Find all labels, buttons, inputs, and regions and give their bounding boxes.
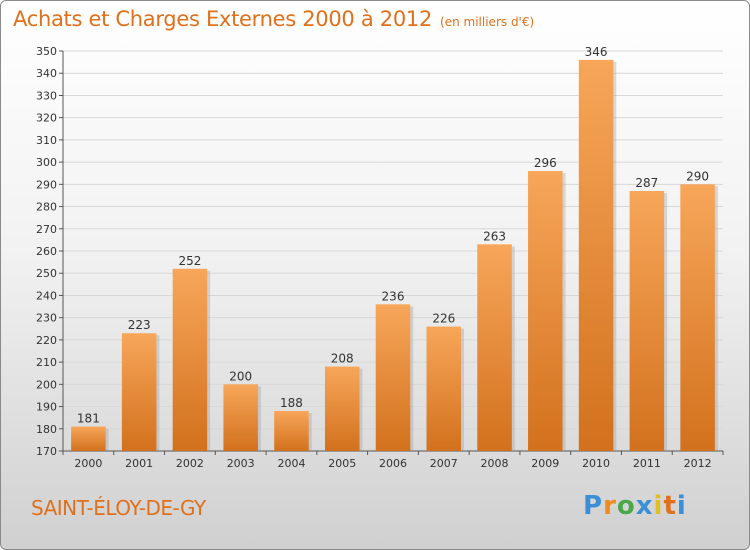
bar-value-label: 346 [585,45,608,59]
x-tick-label: 2006 [379,457,407,470]
bar-2000 [71,426,106,451]
bar-2010 [578,59,614,452]
bar-2003 [223,384,258,451]
bar-2011 [629,191,665,451]
bar-value-label: 200 [229,369,252,383]
x-tick-label: 2011 [633,457,661,470]
y-tick-label: 320 [36,112,57,125]
y-tick-label: 260 [36,245,57,258]
y-tick-label: 220 [36,334,57,347]
x-tick-label: 2007 [430,457,458,470]
x-tick-label: 2004 [277,457,305,470]
bar-2008 [477,244,512,451]
y-tick-label: 280 [36,201,57,214]
bar-2004 [274,411,309,451]
x-tick-label: 2001 [125,457,153,470]
bar-value-label: 208 [331,352,354,366]
unit-label: (en milliers d'€) [440,15,535,29]
x-tick-label: 2009 [531,457,559,470]
bar-value-label: 290 [686,169,709,183]
y-tick-label: 250 [36,267,57,280]
bar-value-label: 296 [534,156,557,170]
y-tick-label: 200 [36,378,57,391]
bar-2002 [172,268,208,451]
y-tick-label: 340 [36,67,57,80]
bar-value-label: 223 [128,318,151,332]
bars [71,59,718,452]
x-tick-label: 2008 [481,457,509,470]
bar-value-label: 188 [280,396,303,410]
y-tick-label: 270 [36,223,57,236]
y-tick-label: 300 [36,156,57,169]
chart-title: Achats et Charges Externes 2000 à 2012 (e… [13,7,534,31]
bar-2001 [121,333,157,451]
x-tick-label: 2002 [176,457,204,470]
logo-letter: i [653,491,664,521]
y-tick-label: 350 [36,45,57,58]
logo-letter: x [635,491,654,521]
bar-value-label: 252 [178,254,201,268]
chart-title-text: Achats et Charges Externes 2000 à 2012 [13,7,433,31]
logo-letter: r [603,491,617,521]
logo-letter: P [583,491,604,521]
logo-letter: o [616,491,636,521]
bar-2005 [324,366,360,451]
x-tick-label: 2003 [227,457,255,470]
y-tick-label: 170 [36,445,57,458]
bar-value-label: 236 [382,289,405,303]
y-tick-label: 240 [36,289,57,302]
x-tick-label: 2005 [328,457,356,470]
bar-value-label: 226 [432,312,455,326]
labels: 170 180 190 200 210 220 230 240 250 260 270 280 290 3… [36,45,712,470]
bar-value-label: 181 [77,412,100,426]
y-tick-label: 210 [36,356,57,369]
location-name: SAINT-ÉLOY-DE-GY [31,496,206,520]
y-tick-label: 230 [36,312,57,325]
y-tick-label: 330 [36,89,57,102]
bar-2007 [426,326,462,451]
bar-value-label: 287 [635,176,658,190]
bar-2006 [375,304,411,451]
x-tick-label: 2012 [684,457,712,470]
y-tick-label: 180 [36,423,57,436]
bar-2009 [528,171,563,451]
x-tick-label: 2010 [582,457,610,470]
x-tick-label: 2000 [74,457,102,470]
y-tick-label: 290 [36,178,57,191]
y-tick-label: 310 [36,134,57,147]
bar-2012 [680,184,715,452]
proxiti-logo: Proxiti [583,491,687,521]
bar-value-label: 263 [483,229,506,243]
logo-letter: i [676,491,687,521]
logo-letter: t [663,491,677,521]
y-tick-label: 190 [36,401,57,414]
